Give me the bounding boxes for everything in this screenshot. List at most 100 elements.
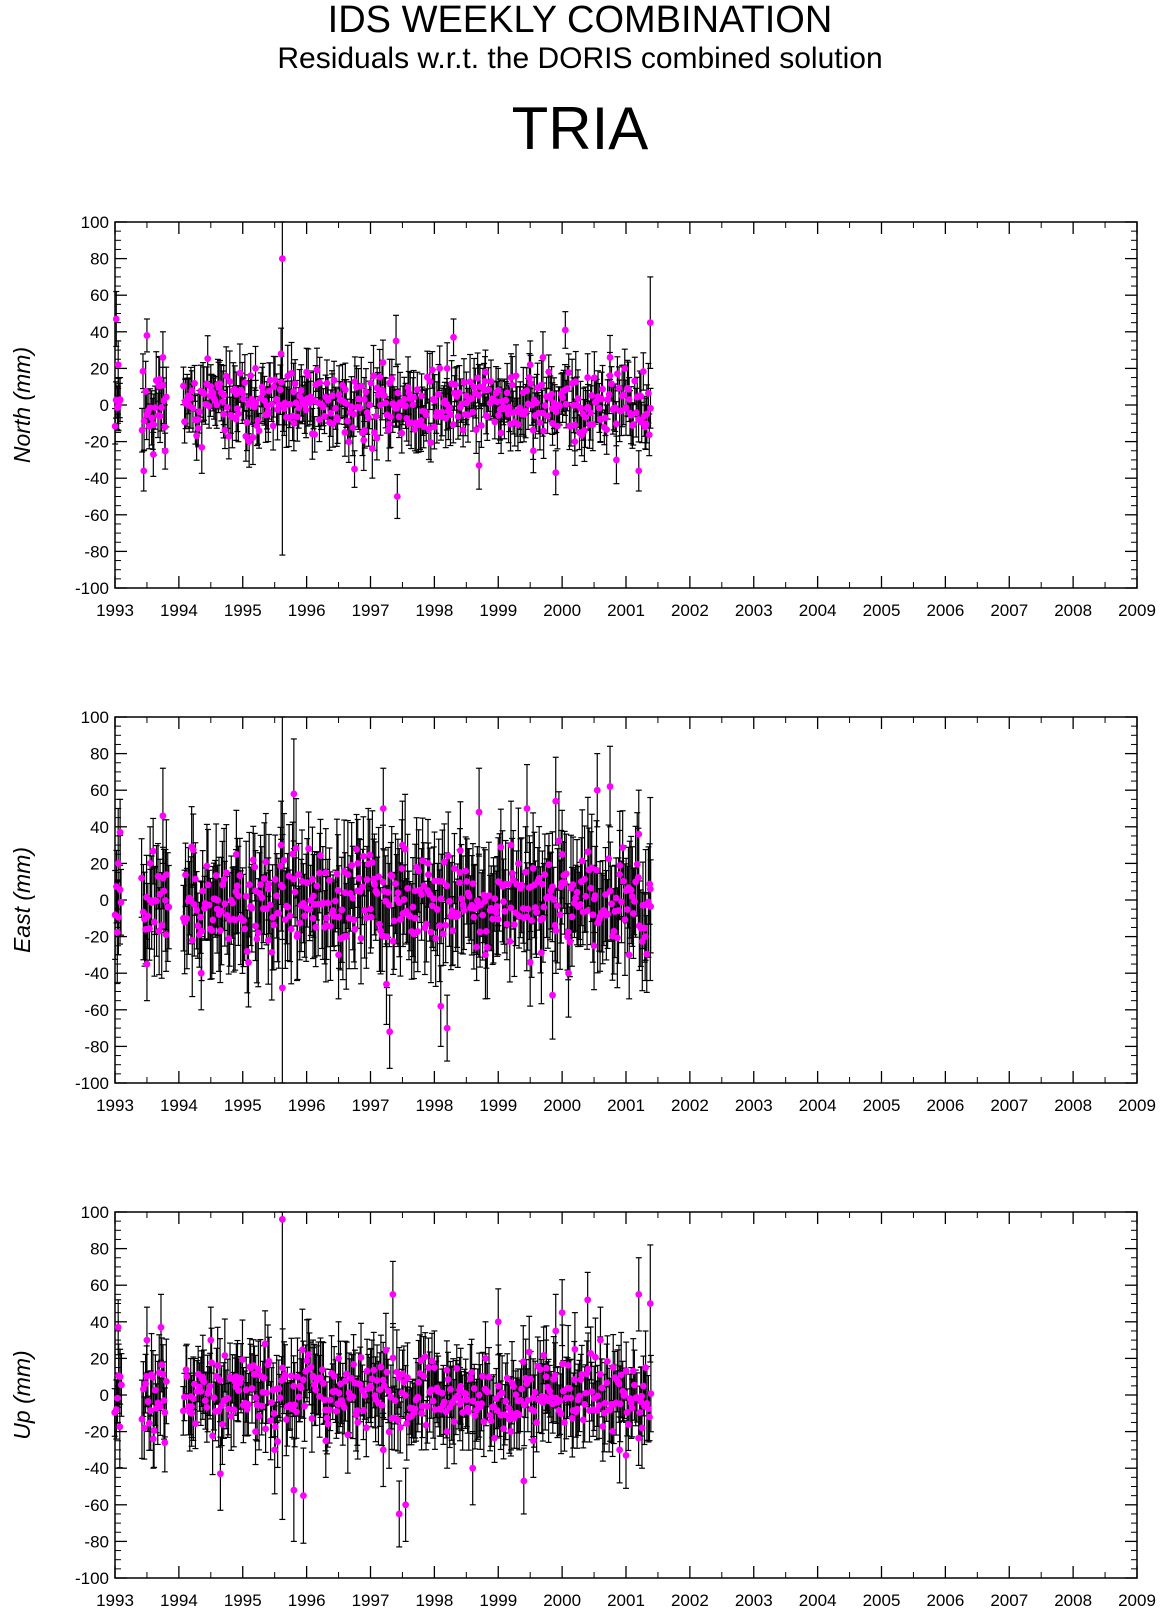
- data-point: [316, 379, 324, 387]
- data-point: [304, 372, 312, 379]
- data-point: [559, 394, 566, 401]
- data-point: [400, 395, 408, 403]
- x-tick-label: 1994: [160, 601, 198, 620]
- data-point: [538, 381, 545, 389]
- data-point: [162, 393, 170, 401]
- x-tick-label: 2008: [1054, 601, 1092, 620]
- data-point: [422, 411, 430, 419]
- data-point: [354, 860, 362, 867]
- data-point: [269, 422, 277, 430]
- y-tick-label: 0: [100, 396, 109, 415]
- data-point: [410, 394, 418, 401]
- data-point: [414, 928, 422, 935]
- data-point: [469, 408, 477, 416]
- y-axis-title: East (mm): [9, 847, 35, 953]
- data-point: [253, 935, 261, 943]
- data-point: [350, 916, 358, 924]
- x-tick-label: 2002: [671, 601, 709, 620]
- data-point: [632, 409, 640, 417]
- data-point: [260, 875, 268, 883]
- x-tick-label: 1994: [160, 1096, 198, 1115]
- data-point: [203, 862, 211, 870]
- data-point: [606, 372, 614, 380]
- data-point: [539, 880, 546, 888]
- data-point: [385, 901, 393, 909]
- data-point: [387, 413, 395, 421]
- data-point: [528, 917, 536, 924]
- data-point: [524, 905, 532, 913]
- data-point: [234, 410, 242, 418]
- data-point: [495, 411, 503, 419]
- data-point: [450, 333, 457, 341]
- data-point: [311, 430, 319, 438]
- y-tick-label: 40: [90, 818, 109, 837]
- data-point: [148, 414, 156, 422]
- data-point: [383, 933, 391, 941]
- x-tick-label: 2003: [735, 601, 773, 620]
- data-point: [497, 843, 505, 851]
- data-point: [334, 886, 342, 894]
- y-tick-label: -100: [75, 579, 109, 598]
- data-point: [552, 469, 560, 477]
- data-point: [243, 418, 251, 426]
- data-point: [433, 409, 441, 416]
- data-point: [212, 872, 220, 879]
- data-point: [151, 404, 159, 412]
- data-point: [313, 366, 321, 374]
- data-point: [398, 429, 406, 437]
- data-point: [208, 927, 216, 934]
- data-point: [269, 913, 277, 921]
- data-point: [362, 388, 370, 396]
- data-point: [247, 372, 255, 380]
- data-point: [316, 869, 324, 877]
- data-point: [293, 413, 301, 421]
- data-point: [549, 883, 556, 891]
- data-point: [641, 933, 649, 940]
- data-point: [445, 404, 453, 412]
- data-point: [583, 907, 591, 915]
- data-point: [248, 904, 256, 912]
- data-point: [193, 432, 201, 440]
- data-point: [225, 935, 233, 943]
- data-point: [483, 944, 491, 951]
- data-point: [443, 882, 451, 890]
- y-axis-title: North (mm): [9, 347, 35, 463]
- data-point: [350, 410, 358, 418]
- data-point: [392, 337, 400, 345]
- data-point: [420, 423, 428, 431]
- y-tick-label: -60: [84, 1496, 109, 1515]
- data-point: [422, 920, 430, 928]
- data-point: [537, 916, 544, 924]
- x-tick-label: 2004: [799, 1096, 837, 1115]
- data-point: [191, 416, 199, 424]
- data-point: [367, 913, 375, 921]
- data-point: [401, 845, 409, 853]
- data-point: [376, 920, 383, 928]
- data-point: [143, 960, 151, 968]
- y-tick-label: -80: [84, 1532, 109, 1551]
- y-tick-label: -100: [75, 1569, 109, 1588]
- data-point: [226, 378, 234, 385]
- y-tick-label: 0: [100, 891, 109, 910]
- data-point: [529, 447, 537, 455]
- y-tick-label: 80: [90, 1240, 109, 1259]
- chart-title: IDS WEEKLY COMBINATION: [327, 0, 833, 41]
- data-point: [139, 367, 147, 375]
- data-point: [409, 401, 417, 409]
- data-point: [349, 894, 357, 902]
- data-point: [258, 894, 266, 902]
- data-point: [252, 399, 260, 407]
- data-point: [286, 400, 294, 408]
- data-point: [608, 380, 615, 388]
- data-point: [527, 380, 534, 387]
- data-point: [367, 379, 375, 387]
- data-point: [341, 386, 349, 393]
- data-point: [291, 888, 299, 896]
- data-point: [400, 896, 408, 903]
- data-point: [279, 883, 286, 891]
- y-tick-label: -60: [84, 1001, 109, 1020]
- data-point: [113, 928, 121, 936]
- data-point: [332, 404, 339, 412]
- data-point: [491, 418, 499, 426]
- data-point: [502, 396, 510, 404]
